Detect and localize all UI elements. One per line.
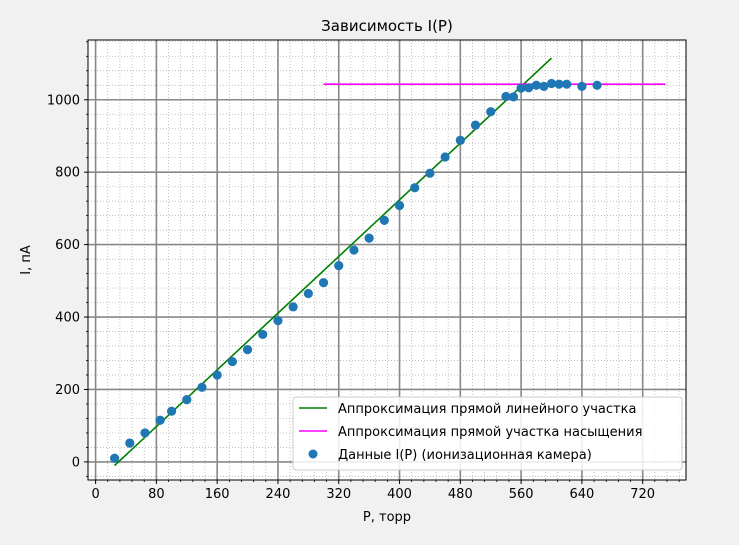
data-point [470,120,481,130]
x-tick-label: 480 [448,487,473,502]
x-tick-label: 80 [148,487,165,502]
data-point [182,395,192,405]
y-axis-label: I, пА [19,245,34,275]
x-tick-label: 720 [630,487,655,502]
data-point [334,261,344,271]
chart-title: Зависимость I(P) [321,17,453,35]
data-point [592,80,602,90]
x-tick-label: 240 [266,487,291,502]
data-point [410,183,420,193]
data-point [288,302,298,312]
x-tick-label: 400 [387,487,412,502]
data-point [501,91,511,102]
series-layer [109,57,666,467]
data-point [531,80,541,90]
data-point [539,81,549,91]
axis-ticks: 0 80 160 240 320 400 480 560 640 720 0 200 400 600 800… [47,41,680,502]
data-point [166,406,177,416]
data-point [524,83,534,93]
data-point [546,78,557,89]
x-tick-label: 160 [205,487,230,502]
data-point [349,245,359,255]
data-point [227,356,237,367]
x-axis-label: P, торр [363,510,411,525]
data-point [273,316,283,326]
data-point [554,79,564,89]
data-point [379,215,389,225]
x-tick-label: 320 [326,487,351,502]
data-point [440,152,450,162]
legend: Аппроксимация прямой линейного участка А… [292,396,683,471]
x-tick-label: 0 [91,487,99,502]
legend-swatch-data [308,449,318,459]
data-point [318,278,329,288]
data-point [197,382,207,392]
data-point [364,233,374,243]
data-point [125,438,135,448]
data-point [109,453,120,463]
legend-label-data: Данные I(P) (ионизационная камера) [338,448,592,463]
legend-label-saturation-fit: Аппроксимация прямой участка насыщения [338,425,642,440]
data-point [303,288,313,299]
legend-label-linear-fit: Аппроксимация прямой линейного участка [338,402,636,417]
y-tick-label: 0 [72,455,80,470]
data-point [562,79,572,89]
y-tick-label: 600 [55,238,80,253]
data-point [212,370,222,380]
data-point [258,329,268,340]
y-tick-label: 200 [55,383,80,398]
legend-box [292,396,683,471]
x-tick-label: 640 [569,487,594,502]
data-point [455,135,465,145]
data-point [155,415,165,425]
data-point [140,428,150,438]
y-tick-label: 1000 [47,93,80,108]
data-point [508,92,519,102]
data-point [425,168,435,178]
x-tick-label: 560 [509,487,534,502]
data-point [394,200,405,211]
y-tick-label: 400 [55,311,80,326]
data-point [516,83,526,93]
data-point [242,345,253,355]
data-point [577,81,587,91]
data-point [486,107,496,117]
y-tick-label: 800 [55,166,80,181]
